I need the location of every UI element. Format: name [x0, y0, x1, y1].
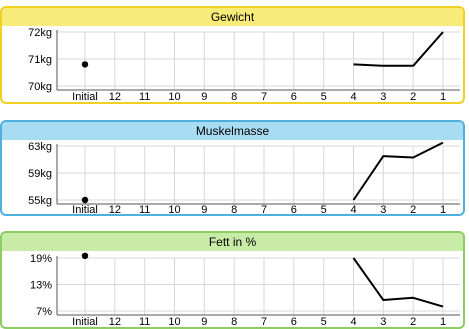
muskelmasse-x-tick-label: 10	[168, 204, 180, 216]
muskelmasse-x-tick-label: 7	[261, 204, 267, 216]
fett-y-tick-label: 7%	[36, 306, 52, 318]
gewicht-x-tick-label: 3	[380, 91, 386, 103]
fett-x-tick-label: 11	[139, 316, 150, 328]
gewicht-x-tick-label: 1	[440, 91, 446, 103]
muskelmasse-y-tick-label: 55kg	[28, 195, 52, 207]
muskelmasse-chart-title: Muskelmasse	[2, 122, 463, 140]
muskelmasse-x-tick-label: 11	[139, 204, 150, 216]
gewicht-x-tick-label: 12	[109, 91, 121, 103]
fett-x-tick-label: 12	[109, 316, 121, 328]
gewicht-chart-panel: Gewicht 72kg 71kg 70kg Initial 12 11 10 9 8 7 6 5 4 3…	[0, 6, 465, 104]
muskelmasse-x-tick-label: 1	[440, 204, 446, 216]
gewicht-x-tick-label: 9	[201, 91, 207, 103]
fett-chart-panel: Fett in % 19% 13% 7% Initial 12 11 10 9 8 7 6 5 4 3 2 1	[0, 231, 465, 329]
fett-x-tick-label: 1	[440, 316, 446, 328]
gewicht-x-tick-label: 6	[291, 91, 297, 103]
muskelmasse-x-tick-label: 5	[321, 204, 327, 216]
muskelmasse-x-tick-label: 3	[380, 204, 386, 216]
muskelmasse-data-point	[81, 196, 89, 204]
gewicht-x-tick-label: 4	[350, 91, 356, 103]
fett-x-tick-label: 6	[291, 316, 297, 328]
gewicht-x-tick-label: 2	[410, 91, 416, 103]
fett-x-tick-label: 8	[231, 316, 237, 328]
gewicht-series-line	[353, 31, 444, 67]
gewicht-y-tick-label: 70kg	[28, 81, 52, 93]
fett-x-tick-label: 5	[321, 316, 327, 328]
gewicht-chart-title: Gewicht	[2, 8, 463, 26]
fett-chart: 19% 13% 7% Initial 12 11 10 9 8 7 6 5 4 3 2 1	[30, 252, 460, 328]
gewicht-y-tick-label: 72kg	[28, 27, 52, 39]
muskelmasse-chart: 63kg 59kg 55kg Initial 12 11 10 9 8 7 6 5 4 3 2 1	[28, 141, 460, 216]
gewicht-y-tick-label: 71kg	[28, 54, 52, 66]
fett-x-tick-label: 9	[201, 316, 207, 328]
muskelmasse-x-tick-label: 9	[201, 204, 207, 216]
fett-y-tick-label: 19%	[30, 253, 52, 265]
gewicht-x-tick-label: Initial	[72, 91, 98, 103]
fett-x-tick-label: Initial	[72, 316, 98, 328]
gewicht-data-point	[81, 61, 89, 68]
fett-chart-title: Fett in %	[2, 233, 463, 251]
muskelmasse-x-tick-label: 12	[109, 204, 121, 216]
gewicht-x-tick-label: 5	[321, 91, 327, 103]
muskelmasse-chart-panel: Muskelmasse 63kg 59kg 55kg Initial 12 11 10 9 8 7…	[0, 120, 465, 216]
gewicht-chart: 72kg 71kg 70kg Initial 12 11 10 9 8 7 6 5 4 3 2 1	[28, 27, 460, 103]
muskelmasse-x-tick-label: 8	[231, 204, 237, 216]
fett-x-tick-label: 3	[380, 316, 386, 328]
fett-x-tick-label: 4	[350, 316, 356, 328]
gewicht-x-tick-label: 11	[139, 91, 150, 103]
fett-x-tick-label: 2	[410, 316, 416, 328]
muskelmasse-x-tick-label: 4	[350, 204, 356, 216]
fett-x-tick-label: 10	[168, 316, 180, 328]
muskelmasse-y-tick-label: 59kg	[28, 168, 52, 180]
fett-y-tick-label: 13%	[30, 280, 52, 292]
muskelmasse-x-tick-label: Initial	[72, 204, 98, 216]
muskelmasse-x-tick-label: 2	[410, 204, 416, 216]
muskelmasse-y-tick-label: 63kg	[28, 141, 52, 153]
muskelmasse-series-line	[352, 141, 444, 201]
gewicht-x-tick-label: 7	[261, 91, 267, 103]
fett-series-line	[352, 257, 444, 308]
muskelmasse-x-tick-label: 6	[291, 204, 297, 216]
fett-x-tick-label: 7	[261, 316, 267, 328]
gewicht-x-tick-label: 10	[168, 91, 180, 103]
fett-data-point	[81, 252, 89, 259]
gewicht-x-tick-label: 8	[231, 91, 237, 103]
